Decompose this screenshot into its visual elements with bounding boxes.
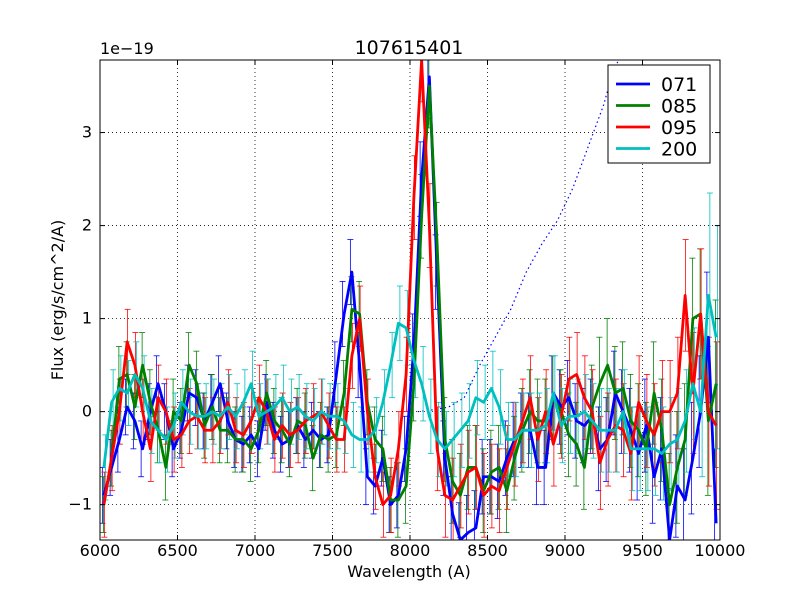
chart-title: 107615401 xyxy=(355,37,464,59)
spectrum-chart: 107615401 1e−19 6000 6500 7000 7500 8000 8500… xyxy=(0,0,800,600)
y-axis-label: Flux (erg/s/cm^2/A) xyxy=(48,220,67,381)
x-tick-label: 9000 xyxy=(545,541,586,560)
y-axis-multiplier: 1e−19 xyxy=(100,39,154,58)
x-tick-label: 6000 xyxy=(80,541,121,560)
legend-label-071: 071 xyxy=(661,74,697,96)
y-tick-label: 1 xyxy=(82,309,92,328)
x-tick-label: 7000 xyxy=(235,541,276,560)
legend-label-200: 200 xyxy=(661,139,697,161)
y-tick-label: −1 xyxy=(68,495,92,514)
x-tick-label: 6500 xyxy=(157,541,198,560)
x-tick-label: 10000 xyxy=(695,541,746,560)
legend-label-095: 095 xyxy=(661,117,697,139)
x-tick-label: 9500 xyxy=(622,541,663,560)
y-tick-label: 3 xyxy=(82,123,92,142)
x-tick-label: 8500 xyxy=(467,541,508,560)
y-tick-label: 2 xyxy=(82,216,92,235)
x-tick-label: 7500 xyxy=(312,541,353,560)
y-tick-label: 0 xyxy=(82,402,92,421)
x-tick-label: 8000 xyxy=(390,541,431,560)
x-axis-label: Wavelength (A) xyxy=(347,562,470,581)
legend-label-085: 085 xyxy=(661,96,697,118)
